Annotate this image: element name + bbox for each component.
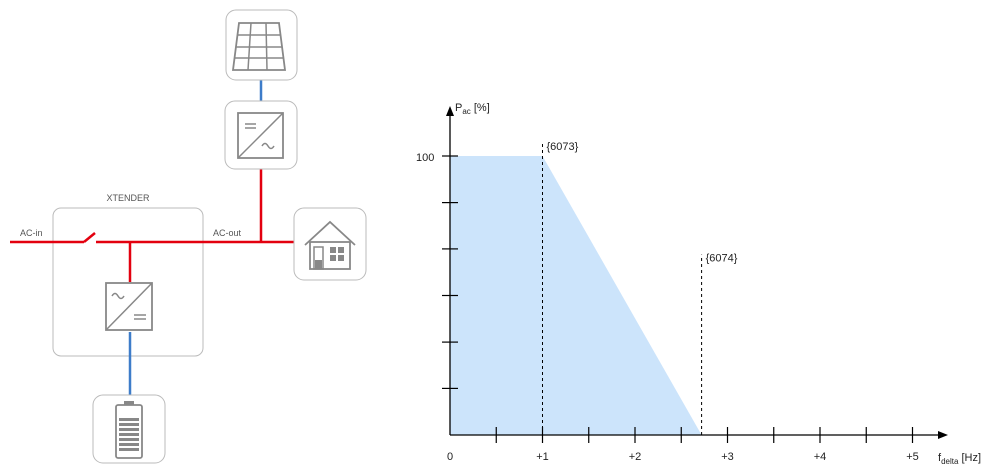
dc-wiring bbox=[128, 80, 263, 395]
threshold-markers: {6073} {6074} bbox=[542, 141, 738, 435]
x-tick-label-4: +4 bbox=[814, 451, 827, 463]
x-tick-label-1: +1 bbox=[536, 451, 549, 463]
system-diagram: XTENDER AC-in AC-out bbox=[10, 9, 367, 464]
ac-out-label: AC-out bbox=[213, 228, 242, 238]
xtender-label: XTENDER bbox=[106, 193, 150, 203]
x-axis-arrow bbox=[938, 431, 948, 439]
marker-label-0: {6073} bbox=[547, 141, 579, 153]
battery-icon bbox=[92, 394, 166, 464]
y-axis-title: Pac [%] bbox=[455, 102, 490, 116]
x-tick-label-3: +3 bbox=[721, 451, 734, 463]
x-tick-label-5: +5 bbox=[906, 451, 919, 463]
xtender-box bbox=[52, 207, 204, 357]
power-area bbox=[450, 156, 702, 435]
solar-panel-icon bbox=[225, 9, 298, 81]
x-tick-label-2: +2 bbox=[629, 451, 642, 463]
y-tick-label-100: 100 bbox=[416, 152, 434, 164]
house-icon bbox=[293, 207, 367, 281]
y-axis-arrow bbox=[446, 106, 454, 116]
inverter-icon bbox=[105, 282, 153, 331]
switch-icon bbox=[83, 232, 96, 243]
marker-label-1: {6074} bbox=[706, 253, 738, 265]
ac-in-label: AC-in bbox=[20, 228, 43, 238]
x-tick-label-0: 0 bbox=[447, 451, 453, 463]
mppt-converter-icon bbox=[224, 100, 298, 170]
x-axis-title: fdelta [Hz] bbox=[938, 452, 981, 466]
chart: {6073} {6074} 0 +1 +2 +3 +4 +5 Pac [%] fdelta … bbox=[416, 102, 981, 466]
ac-wiring bbox=[10, 169, 294, 282]
